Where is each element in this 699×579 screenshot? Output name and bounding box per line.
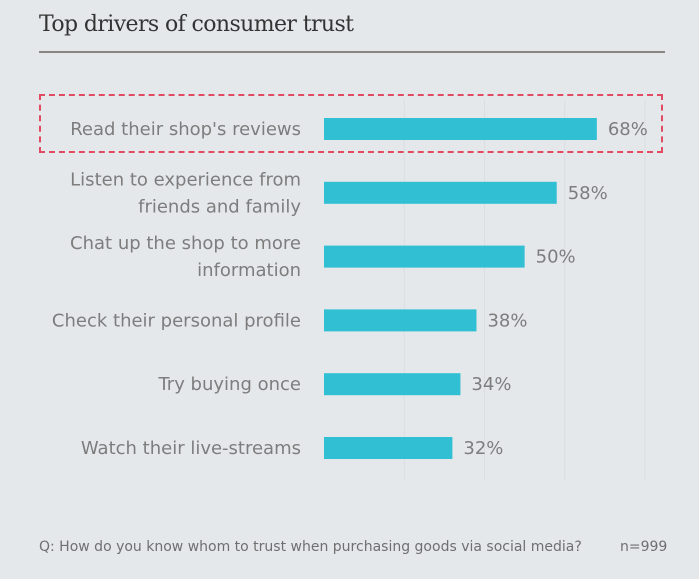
title-divider — [39, 51, 665, 53]
chart-title: Top drivers of consumer trust — [39, 12, 354, 37]
category-label: Watch their live-streams — [81, 438, 301, 459]
highlight-box — [39, 94, 663, 153]
bar — [324, 181, 557, 204]
category-label: Chat up the shop to more — [70, 233, 301, 254]
value-label: 50% — [536, 247, 576, 268]
value-label: 38% — [487, 310, 527, 331]
bar — [324, 245, 525, 268]
category-label: Listen to experience from — [70, 169, 301, 190]
survey-question: Q: How do you know whom to trust when pu… — [39, 539, 582, 555]
bar — [324, 437, 453, 459]
bar — [324, 118, 597, 140]
category-label: friends and family — [138, 196, 301, 217]
bar — [324, 309, 477, 332]
value-label: 58% — [568, 183, 608, 204]
category-label: Check their personal profile — [52, 310, 301, 331]
value-label: 32% — [463, 438, 503, 459]
value-label: 68% — [608, 119, 648, 140]
sample-size: n=999 — [620, 539, 668, 555]
category-label: Read their shop's reviews — [70, 119, 301, 140]
category-label: Try buying once — [157, 374, 301, 395]
bar — [324, 373, 461, 396]
value-label: 34% — [471, 374, 511, 395]
category-label: information — [197, 260, 301, 281]
